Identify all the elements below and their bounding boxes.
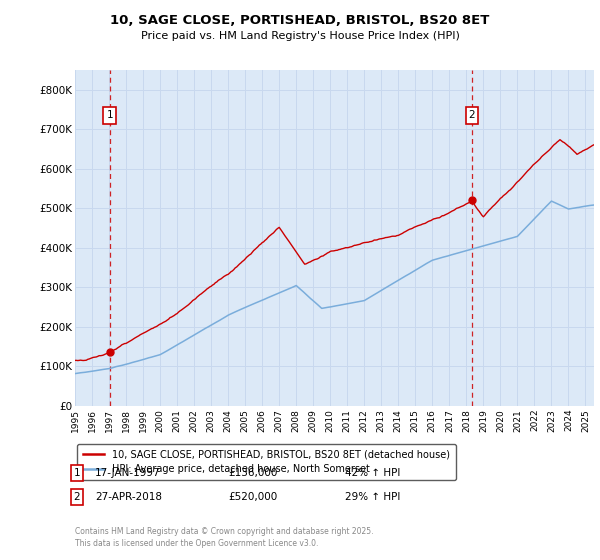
Text: 42% ↑ HPI: 42% ↑ HPI	[345, 468, 400, 478]
Text: 17-JAN-1997: 17-JAN-1997	[95, 468, 160, 478]
Text: £136,000: £136,000	[228, 468, 277, 478]
Text: 27-APR-2018: 27-APR-2018	[95, 492, 162, 502]
Text: Price paid vs. HM Land Registry's House Price Index (HPI): Price paid vs. HM Land Registry's House …	[140, 31, 460, 41]
Text: 1: 1	[73, 468, 80, 478]
Text: 2: 2	[73, 492, 80, 502]
Text: 10, SAGE CLOSE, PORTISHEAD, BRISTOL, BS20 8ET: 10, SAGE CLOSE, PORTISHEAD, BRISTOL, BS2…	[110, 14, 490, 27]
Text: Contains HM Land Registry data © Crown copyright and database right 2025.: Contains HM Land Registry data © Crown c…	[75, 528, 373, 536]
Text: 1: 1	[106, 110, 113, 120]
Text: This data is licensed under the Open Government Licence v3.0.: This data is licensed under the Open Gov…	[75, 539, 319, 548]
Legend: 10, SAGE CLOSE, PORTISHEAD, BRISTOL, BS20 8ET (detached house), HPI: Average pri: 10, SAGE CLOSE, PORTISHEAD, BRISTOL, BS2…	[77, 444, 456, 480]
Text: £520,000: £520,000	[228, 492, 277, 502]
Text: 2: 2	[469, 110, 475, 120]
Text: 29% ↑ HPI: 29% ↑ HPI	[345, 492, 400, 502]
